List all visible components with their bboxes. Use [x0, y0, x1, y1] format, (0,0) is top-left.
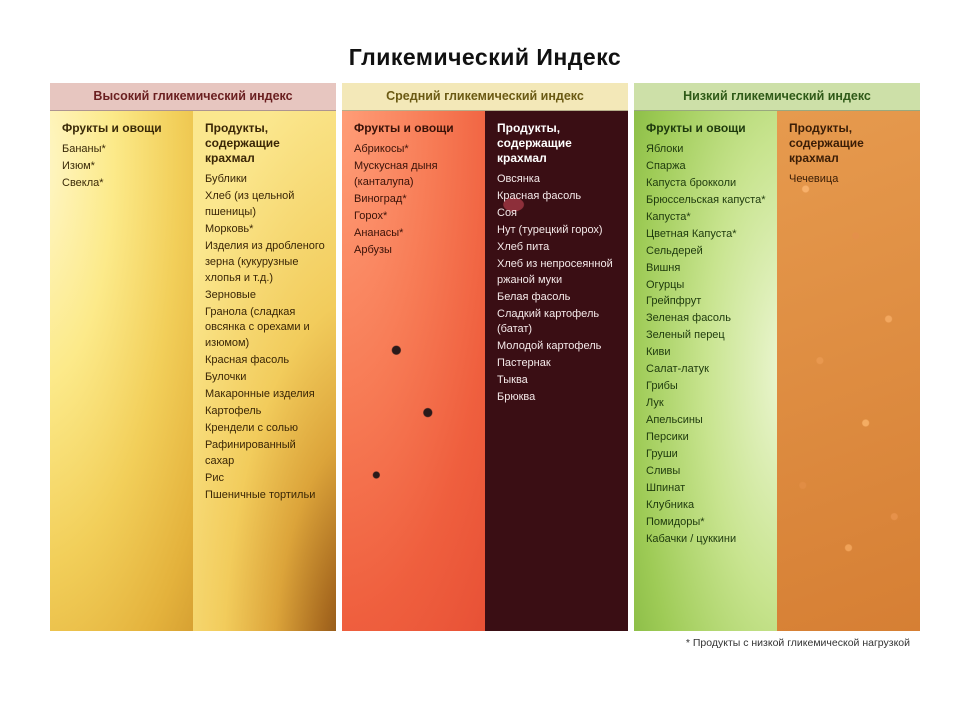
column-0-1: Продукты, содержащие крахмал БубликиХлеб … — [193, 111, 336, 631]
list-item: Груши — [646, 447, 767, 463]
list-item: Сладкий картофель (батат) — [497, 307, 618, 339]
list-item: Белая фасоль — [497, 290, 618, 306]
list-item: Тыква — [497, 373, 618, 389]
list-item: Киви — [646, 345, 767, 361]
list-item: Хлеб из непросеянной ржаной муки — [497, 257, 618, 289]
list-item: Клубника — [646, 498, 767, 514]
list-item: Рис — [205, 471, 326, 487]
list-item: Гранола (сладкая овсянка с орехами и изю… — [205, 305, 326, 353]
column-heading: Продукты, содержащие крахмал — [497, 121, 618, 166]
list-item: Яблоки — [646, 142, 767, 158]
list-item: Рафинированный сахар — [205, 438, 326, 470]
item-list: ЯблокиСпаржаКапуста брокколиБрюссельская… — [646, 142, 767, 548]
list-item: Цветная Капуста* — [646, 227, 767, 243]
list-item: Огурцы — [646, 278, 767, 294]
list-item: Лук — [646, 396, 767, 412]
list-item: Салат-латук — [646, 362, 767, 378]
list-item: Пшеничные тортильи — [205, 488, 326, 504]
list-item: Пастернак — [497, 356, 618, 372]
list-item: Морковь* — [205, 222, 326, 238]
list-item: Абрикосы* — [354, 142, 475, 158]
column-heading: Фрукты и овощи — [62, 121, 183, 136]
list-item: Мускусная дыня (канталупа) — [354, 159, 475, 191]
panel-0: Высокий гликемический индексФрукты и ово… — [50, 83, 336, 631]
list-item: Капуста* — [646, 210, 767, 226]
column-1-1: Продукты, содержащие крахмал ОвсянкаКрасн… — [485, 111, 628, 631]
list-item: Брюква — [497, 390, 618, 406]
list-item: Картофель — [205, 404, 326, 420]
list-item: Брюссельская капуста* — [646, 193, 767, 209]
item-list: Бананы*Изюм*Свекла* — [62, 142, 183, 192]
list-item: Помидоры* — [646, 515, 767, 531]
column-heading: Продукты, содержащие крахмал — [789, 121, 910, 166]
list-item: Крендели с солью — [205, 421, 326, 437]
list-item: Горох* — [354, 209, 475, 225]
footnote: * Продукты с низкой гликемической нагруз… — [686, 637, 910, 649]
list-item: Булочки — [205, 370, 326, 386]
panel-header: Высокий гликемический индекс — [50, 83, 336, 111]
list-item: Нут (турецкий горох) — [497, 223, 618, 239]
column-heading: Продукты, содержащие крахмал — [205, 121, 326, 166]
list-item: Зеленый перец — [646, 328, 767, 344]
list-item: Кабачки / цуккини — [646, 532, 767, 548]
panel-body: Фрукты и овощи Абрикосы*Мускусная дыня (к… — [342, 111, 628, 631]
list-item: Ананасы* — [354, 226, 475, 242]
column-heading: Фрукты и овощи — [354, 121, 475, 136]
list-item: Зеленая фасоль — [646, 311, 767, 327]
list-item: Капуста брокколи — [646, 176, 767, 192]
list-item: Апельсины — [646, 413, 767, 429]
list-item: Арбузы — [354, 243, 475, 259]
item-list: Абрикосы*Мускусная дыня (канталупа)Виног… — [354, 142, 475, 259]
list-item: Хлеб (из цельной пшеницы) — [205, 189, 326, 221]
list-item: Персики — [646, 430, 767, 446]
list-item: Вишня — [646, 261, 767, 277]
column-heading: Фрукты и овощи — [646, 121, 767, 136]
list-item: Грейпфрут — [646, 294, 767, 310]
list-item: Шпинат — [646, 481, 767, 497]
list-item: Красная фасоль — [497, 189, 618, 205]
list-item: Свекла* — [62, 176, 183, 192]
column-2-1: Продукты, содержащие крахмал Чечевица — [777, 111, 920, 631]
panel-1: Средний гликемический индексФрукты и ово… — [342, 83, 628, 631]
panel-header: Средний гликемический индекс — [342, 83, 628, 111]
list-item: Сельдерей — [646, 244, 767, 260]
list-item: Овсянка — [497, 172, 618, 188]
panels-grid: Высокий гликемический индексФрукты и ово… — [50, 83, 920, 631]
list-item: Виноград* — [354, 192, 475, 208]
list-item: Красная фасоль — [205, 353, 326, 369]
panel-header: Низкий гликемический индекс — [634, 83, 920, 111]
list-item: Хлеб пита — [497, 240, 618, 256]
list-item: Сливы — [646, 464, 767, 480]
list-item: Чечевица — [789, 172, 910, 188]
list-item: Макаронные изделия — [205, 387, 326, 403]
item-list: Чечевица — [789, 172, 910, 188]
panel-body: Фрукты и овощиБананы*Изюм*Свекла*Продукт… — [50, 111, 336, 631]
list-item: Бублики — [205, 172, 326, 188]
panel-body: Фрукты и овощи ЯблокиСпаржаКапуста брокко… — [634, 111, 920, 631]
column-2-0: Фрукты и овощи ЯблокиСпаржаКапуста брокко… — [634, 111, 777, 631]
list-item: Бананы* — [62, 142, 183, 158]
page-title: Гликемический Индекс — [50, 44, 920, 71]
list-item: Молодой картофель — [497, 339, 618, 355]
list-item: Спаржа — [646, 159, 767, 175]
panel-2: Низкий гликемический индексФрукты и овощ… — [634, 83, 920, 631]
column-0-0: Фрукты и овощи Бананы*Изюм*Свекла* — [50, 111, 193, 631]
column-1-0: Фрукты и овощи Абрикосы*Мускусная дыня (к… — [342, 111, 485, 631]
infographic-canvas: Гликемический Индекс Высокий гликемическ… — [50, 44, 920, 631]
list-item: Изделия из дробленого зерна (кукурузные … — [205, 239, 326, 287]
list-item: Соя — [497, 206, 618, 222]
list-item: Зерновые — [205, 288, 326, 304]
list-item: Изюм* — [62, 159, 183, 175]
item-list: БубликиХлеб (из цельной пшеницы)Морковь*… — [205, 172, 326, 504]
item-list: ОвсянкаКрасная фасольСояНут (турецкий го… — [497, 172, 618, 406]
list-item: Грибы — [646, 379, 767, 395]
